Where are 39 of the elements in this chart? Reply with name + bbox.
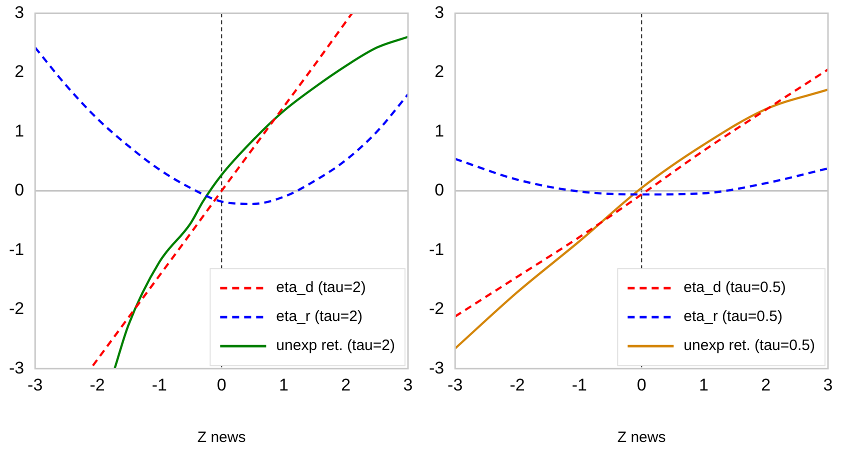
y-tick-label: -2 <box>8 299 24 318</box>
x-tick-label: 3 <box>823 375 833 394</box>
x-tick-label: -1 <box>572 375 587 394</box>
x-tick-label: -2 <box>90 375 105 394</box>
y-tick-label: -1 <box>8 240 24 259</box>
x-tick-label: -2 <box>510 375 525 394</box>
x-tick-label: -1 <box>152 375 167 394</box>
legend-label: unexp ret. (tau=0.5) <box>684 337 816 354</box>
x-tick-label: 1 <box>278 375 288 394</box>
line-series <box>114 36 408 369</box>
y-tick-label: 3 <box>434 2 444 22</box>
y-tick-label: -1 <box>428 240 444 259</box>
x-tick-label: 3 <box>403 375 413 394</box>
y-tick-label: 3 <box>14 2 24 22</box>
legend-label: eta_d (tau=2) <box>276 279 366 296</box>
y-tick-label: -3 <box>8 358 24 378</box>
x-tick-label: 2 <box>761 375 771 394</box>
legend-label: unexp ret. (tau=2) <box>276 337 396 354</box>
y-tick-label: 1 <box>14 121 24 140</box>
line-series <box>35 46 408 206</box>
legend-label: eta_r (tau=2) <box>276 308 362 326</box>
x-tick-label: 1 <box>698 375 708 394</box>
legend-label: eta_d (tau=0.5) <box>684 279 786 296</box>
y-tick-label: -2 <box>428 299 444 318</box>
x-tick-label: 2 <box>341 375 351 394</box>
x-tick-label: -3 <box>448 375 463 394</box>
x-tick-label: -3 <box>28 375 43 394</box>
legend-label: eta_r (tau=0.5) <box>684 308 782 326</box>
x-tick-label: 0 <box>636 375 646 394</box>
y-tick-label: -3 <box>428 358 444 378</box>
x-tick-label: 0 <box>216 375 226 394</box>
y-tick-label: 1 <box>434 121 444 140</box>
y-tick-label: 2 <box>14 62 24 82</box>
line-series <box>455 158 828 196</box>
x-axis-title: Z news <box>617 429 666 446</box>
y-tick-label: 2 <box>434 62 444 82</box>
x-axis-title: Z news <box>197 429 246 446</box>
y-tick-label: 0 <box>434 180 444 200</box>
y-tick-label: 0 <box>14 180 24 200</box>
